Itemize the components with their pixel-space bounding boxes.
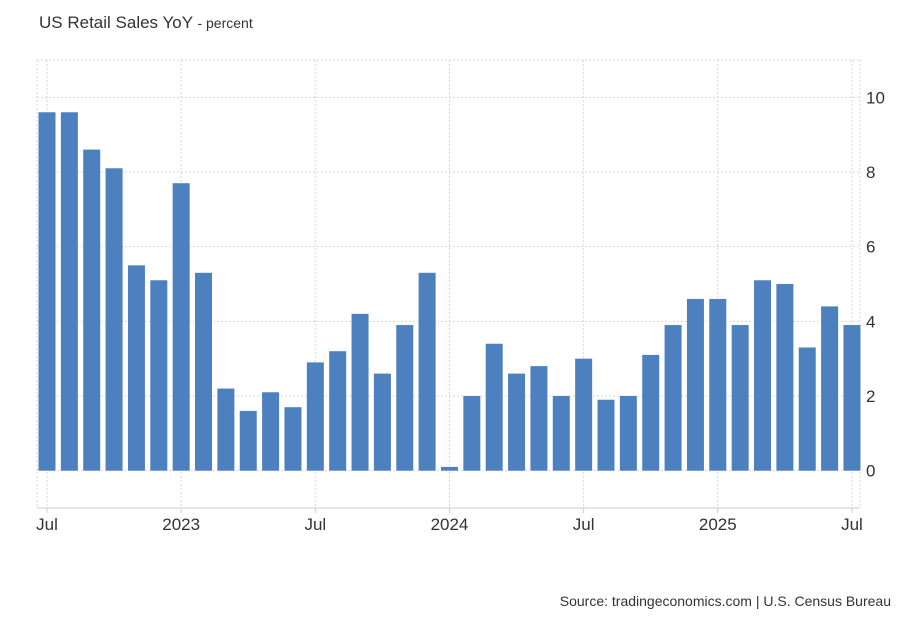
source-note: Source: tradingeconomics.com | U.S. Cens… [559, 593, 891, 609]
chart-title: US Retail Sales YoY - percent [39, 13, 253, 33]
bar [329, 351, 347, 471]
bar [821, 306, 839, 471]
bar [686, 298, 704, 471]
x-tick-label: 2023 [162, 515, 200, 534]
bar [619, 396, 637, 471]
bar [843, 325, 861, 471]
y-tick-label: 10 [866, 88, 885, 107]
bar [284, 407, 302, 471]
bar [418, 272, 436, 471]
bar [731, 325, 749, 471]
bar [38, 112, 56, 471]
bar [776, 284, 794, 471]
bar [798, 347, 816, 471]
chart-subtitle: - percent [197, 15, 253, 31]
bar-layer [38, 112, 861, 471]
bar [530, 366, 548, 471]
axis-layer [37, 507, 860, 513]
y-tick-label: 2 [866, 387, 875, 406]
bar [575, 358, 593, 471]
bar [754, 280, 772, 471]
y-tick-label: 6 [866, 238, 875, 257]
bar [597, 399, 615, 471]
bar [239, 410, 257, 471]
x-tick-label: Jul [841, 515, 863, 534]
bar [552, 396, 570, 471]
y-tick-label: 0 [866, 462, 875, 481]
bar [127, 265, 145, 471]
bar [664, 325, 682, 471]
bar [351, 313, 369, 471]
bar [642, 354, 660, 471]
x-tick-label: Jul [36, 515, 58, 534]
bar [508, 373, 526, 471]
bar [709, 298, 727, 471]
y-tick-label: 4 [866, 312, 875, 331]
bar [306, 362, 324, 471]
bar [83, 149, 101, 471]
bar [485, 343, 503, 471]
y-tick-label: 8 [866, 163, 875, 182]
bar [150, 280, 168, 471]
bar [463, 396, 481, 471]
bar [440, 466, 458, 471]
bar [172, 183, 190, 471]
chart-title-text: US Retail Sales YoY [39, 13, 193, 32]
bar [373, 373, 391, 471]
bar [217, 388, 235, 471]
bar [60, 112, 78, 471]
bar-chart: Jul 2023 Jul 2024 Jul 2025 Jul 0 2 4 6 8 10 [36, 59, 885, 534]
bar [105, 168, 123, 471]
x-tick-label: 2024 [431, 515, 469, 534]
label-layer: Jul 2023 Jul 2024 Jul 2025 Jul 0 2 4 6 8 10 [36, 88, 885, 534]
bar [396, 325, 414, 471]
bar [262, 392, 280, 471]
x-tick-label: Jul [304, 515, 326, 534]
x-tick-label: Jul [573, 515, 595, 534]
bar [195, 272, 213, 471]
x-tick-label: 2025 [699, 515, 737, 534]
